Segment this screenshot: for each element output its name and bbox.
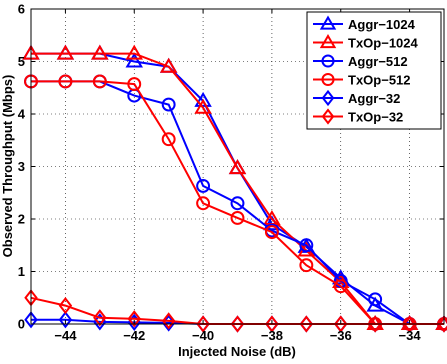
x-tick-label: −34 [399,328,422,343]
circle-marker [230,196,245,211]
triangle-marker [194,91,212,107]
diamond-marker [299,315,314,333]
y-tick-label: 3 [18,159,25,174]
circle-marker [58,74,73,89]
triangle-marker [319,34,337,49]
circle-marker [161,97,176,112]
legend-box [306,11,442,130]
circle-marker [368,292,383,307]
triangle-marker [319,15,337,30]
legend-item: TxOp−1024 [313,34,419,51]
diamond-marker [58,311,73,329]
diamond-marker [334,315,348,333]
diamond-marker [24,311,38,329]
legend-item: Aggr−512 [313,54,408,69]
triangle-marker [159,57,178,73]
diamond-marker [196,315,210,333]
x-axis-label: Injected Noise (dB) [178,344,296,359]
diamond-marker [437,315,447,333]
diamond-marker [402,315,417,333]
x-axis: −44 −42 −40 −38 −36 −34 [54,9,421,343]
legend-label: TxOp−512 [348,73,411,88]
legend-label: TxOp−32 [348,110,403,125]
legend-item: Aggr−32 [313,89,400,107]
legend-label: Aggr−512 [348,54,408,69]
circle-marker [196,178,211,193]
circle-marker [299,258,314,273]
circle-marker [127,77,142,92]
diamond-marker [230,315,245,333]
y-axis-label: Observed Throughput (Mbps) [0,75,15,258]
legend-item: TxOp−512 [313,73,411,88]
diamond-marker [265,315,279,333]
diamond-marker [93,309,107,327]
circle-marker [92,74,107,89]
legend-item: TxOp−32 [313,108,403,125]
circle-marker [333,279,348,294]
x-tick-label: −40 [192,328,214,343]
y-tick-label: 2 [18,212,25,227]
circle-marker [230,211,245,225]
legend-item: Aggr−1024 [313,15,416,32]
legend: Aggr−1024 TxOp−1024 Aggr−512 TxOp−512 Aggr−3… [306,11,442,130]
diamond-marker [58,296,73,315]
triangle-marker [194,98,212,114]
y-axis: 0 1 2 3 4 5 6 [18,2,444,332]
y-tick-label: 5 [18,54,25,69]
y-tick-label: 4 [18,107,26,122]
diamond-marker [321,89,335,107]
circle-marker [196,196,211,211]
circle-marker [321,54,335,68]
legend-label: Aggr−1024 [348,17,416,32]
y-tick-label: 0 [18,317,25,332]
x-tick-label: −44 [54,328,77,343]
triangle-marker [125,44,143,60]
diamond-marker [161,312,176,330]
circle-marker [299,238,314,253]
legend-label: TxOp−1024 [348,36,419,51]
circle-marker [321,72,335,87]
circle-marker [264,225,279,240]
triangle-marker [228,159,247,175]
triangle-marker [56,44,75,60]
x-tick-label: −36 [330,328,352,343]
circle-marker [161,132,176,147]
y-tick-label: 1 [18,264,25,279]
y-tick-label: 6 [18,2,25,17]
x-tick-label: −38 [261,328,283,343]
x-tick-label: −42 [123,328,145,343]
diamond-marker [127,310,141,328]
diamond-marker [368,315,382,333]
diamond-marker [321,108,335,125]
legend-label: Aggr−32 [348,91,400,106]
triangle-marker [91,44,109,60]
triangle-marker [125,52,143,68]
